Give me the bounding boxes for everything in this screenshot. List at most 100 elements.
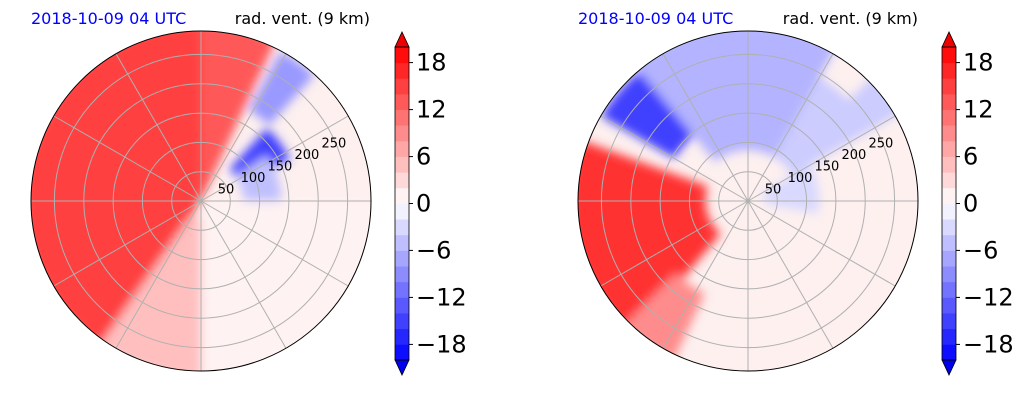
azimuth-line-150 — [200, 200, 287, 349]
field-region-5 — [248, 51, 315, 126]
radial-label-100: 100 — [788, 171, 813, 186]
colorbar-level-6 — [942, 250, 956, 267]
azimuth-line-210 — [662, 200, 749, 349]
azimuth-line-60 — [200, 115, 349, 202]
colorbar-level-6 — [395, 250, 409, 267]
colorbar-tick-label: −6 — [416, 236, 451, 264]
plot-boundary — [30, 30, 372, 372]
colorbar-level-15 — [942, 109, 956, 126]
field-region-3 — [633, 31, 838, 162]
colorbar-level-13 — [942, 140, 956, 157]
radial-label-250: 250 — [321, 137, 346, 152]
azimuth-line-330 — [115, 53, 202, 202]
colorbar-level-18 — [395, 62, 409, 79]
colorbar-left: 18 12 6 0 −6 −12 −18 — [394, 31, 467, 376]
colorbar-extend-min — [394, 359, 410, 376]
colorbar-extend-max — [941, 31, 957, 48]
panel-title-left: 2018-10-09 04 UTC — [578, 9, 733, 28]
field-region-6 — [235, 154, 282, 208]
colorbar-level-7 — [942, 234, 956, 251]
radial-label-200: 200 — [294, 148, 319, 163]
panel-title-right: rad. vent. (9 km) — [235, 9, 370, 28]
colorbar-tick-label: 12 — [963, 96, 994, 124]
colorbar-level-16 — [942, 93, 956, 110]
colorbar-level-1 — [942, 328, 956, 345]
polar-panel-left: 2018-10-09 04 UTC rad. vent. (9 km) 50 10… — [30, 9, 467, 376]
colorbar-tick-label: 18 — [416, 49, 447, 77]
colorbar-level-14 — [942, 125, 956, 142]
polar-grid — [578, 31, 918, 371]
colorbar-right: 18 12 6 0 −6 −12 −18 — [941, 31, 1014, 376]
colorbar-level-8 — [395, 219, 409, 236]
colorbar-tick-label: 0 — [416, 190, 431, 218]
colorbar-extend-min — [941, 359, 957, 376]
radial-label-50: 50 — [765, 183, 782, 198]
colorbar-level-4 — [942, 281, 956, 298]
colorbar-level-18 — [942, 62, 956, 79]
colorbar-tick-label: 6 — [963, 143, 978, 171]
colorbar-extend-max — [394, 31, 410, 48]
field-region-2 — [601, 54, 706, 159]
polar-panel-right: 2018-10-09 04 UTC rad. vent. (9 km) 50 10… — [577, 9, 1014, 376]
azimuth-line-240 — [600, 200, 749, 287]
colorbar-level-9 — [395, 203, 409, 220]
plot-boundary — [577, 30, 919, 372]
colorbar-level-3 — [942, 297, 956, 314]
azimuth-line-150 — [747, 200, 834, 349]
colorbar-level-11 — [942, 172, 956, 189]
radial-label-200: 200 — [841, 148, 866, 163]
colorbar-level-4 — [395, 281, 409, 298]
colorbar-tick-label: −18 — [416, 330, 467, 358]
colorbar-tick-label: −12 — [416, 283, 467, 311]
colorbar-level-12 — [942, 156, 956, 173]
colorbar-level-9 — [942, 203, 956, 220]
colorbar-tick-label: 0 — [963, 190, 978, 218]
azimuth-line-120 — [200, 200, 349, 287]
azimuth-line-240 — [53, 200, 202, 287]
field-region-4 — [229, 128, 290, 183]
azimuth-line-300 — [53, 115, 202, 202]
colorbar-level-12 — [395, 156, 409, 173]
polar-grid — [31, 31, 371, 371]
azimuth-line-330 — [662, 53, 749, 202]
field-region-7 — [844, 74, 903, 133]
panel-title-right: rad. vent. (9 km) — [783, 9, 918, 28]
colorbar-level-0 — [942, 344, 956, 361]
colorbar-tick-label: 6 — [416, 143, 431, 171]
colorbar-level-15 — [395, 109, 409, 126]
panel-title-left: 2018-10-09 04 UTC — [31, 9, 186, 28]
field-region-2 — [98, 214, 201, 371]
colorbar-tick-label: −12 — [963, 283, 1014, 311]
colorbar-level-2 — [395, 313, 409, 330]
colorbar-level-17 — [395, 78, 409, 95]
colorbar-tick-label: −6 — [963, 236, 998, 264]
colorbar-level-7 — [395, 234, 409, 251]
radial-label-150: 150 — [267, 160, 292, 175]
azimuth-line-30 — [200, 53, 287, 202]
azimuth-line-60 — [747, 115, 896, 202]
colorbar-level-19 — [395, 47, 409, 64]
colorbar-tick-label: 12 — [416, 96, 447, 124]
colorbar-level-2 — [942, 313, 956, 330]
azimuth-line-30 — [747, 53, 834, 202]
field-region-7 — [201, 201, 371, 371]
colorbar-level-19 — [942, 47, 956, 64]
radial-label-250: 250 — [868, 137, 893, 152]
colorbar-level-5 — [395, 266, 409, 283]
colorbar-level-13 — [395, 140, 409, 157]
azimuth-line-210 — [115, 200, 202, 349]
colorbar-level-14 — [395, 125, 409, 142]
field-region-1 — [201, 31, 277, 201]
colorbar-level-17 — [942, 78, 956, 95]
colorbar-level-11 — [395, 172, 409, 189]
colorbar-level-5 — [942, 266, 956, 283]
azimuth-line-300 — [600, 115, 749, 202]
colorbar-level-16 — [395, 93, 409, 110]
velocity-field — [31, 31, 371, 371]
radial-label-150: 150 — [814, 160, 839, 175]
radial-label-50: 50 — [218, 183, 235, 198]
colorbar-level-10 — [942, 187, 956, 204]
field-region-0 — [578, 139, 721, 338]
colorbar-level-8 — [942, 219, 956, 236]
